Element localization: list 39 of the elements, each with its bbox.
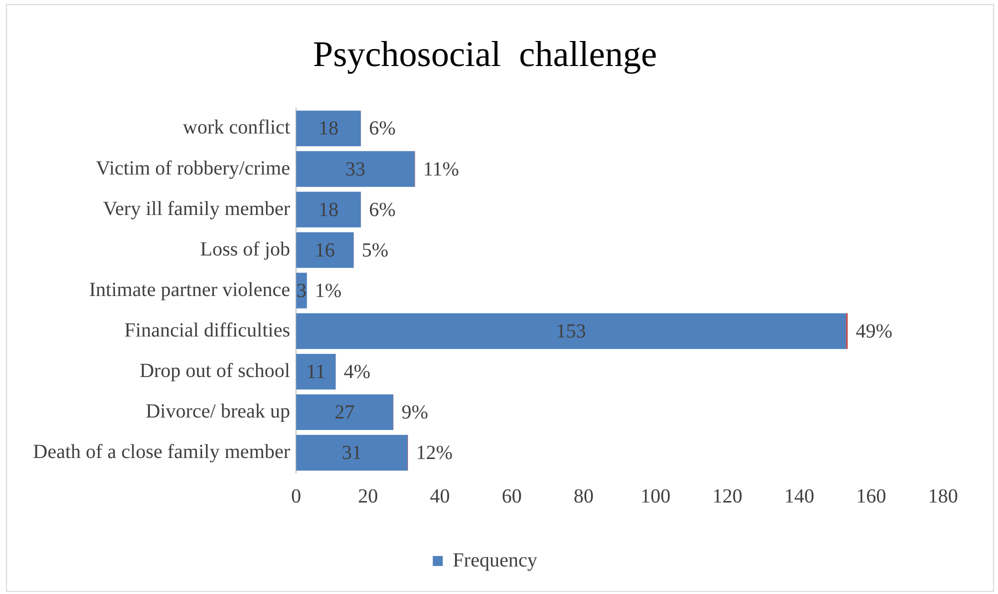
- data-label: 1%: [314, 280, 342, 302]
- chart-title: Psychosocial challenge: [313, 34, 657, 74]
- y-tick-label: work conflict: [182, 116, 291, 139]
- y-tick-label: Victim of robbery/crime: [96, 157, 290, 180]
- data-label: 16: [314, 239, 335, 262]
- data-label: 49%: [856, 320, 892, 342]
- y-tick-label: Divorce/ break up: [146, 400, 290, 422]
- y-tick-label: Loss of job: [200, 238, 290, 260]
- data-label: 6%: [369, 118, 396, 140]
- x-tick-label: 180: [928, 485, 958, 508]
- x-tick-label: 20: [358, 485, 378, 508]
- x-tick-label: 100: [640, 485, 670, 508]
- data-label: 33: [345, 158, 366, 180]
- data-label: 18: [318, 198, 338, 221]
- y-tick-label: Death of a close family member: [32, 440, 290, 463]
- legend-label: Frequency: [452, 549, 538, 572]
- data-label: 5%: [362, 239, 388, 262]
- x-tick-label: 60: [502, 485, 522, 508]
- x-tick-label: 120: [712, 485, 742, 508]
- data-label: 9%: [401, 401, 428, 424]
- x-tick-label: 140: [784, 485, 814, 508]
- data-label: 18: [318, 118, 338, 140]
- x-tick-label: 0: [291, 485, 302, 508]
- y-tick-label: Intimate partner violence: [89, 278, 290, 301]
- x-tick-label: 40: [430, 485, 450, 508]
- data-label: 11%: [423, 158, 460, 180]
- x-tick-label: 80: [574, 485, 594, 508]
- data-label: 12%: [416, 442, 453, 464]
- data-label: 27: [334, 401, 355, 424]
- y-tick-label: Drop out of school: [140, 360, 291, 382]
- data-label: 153: [556, 320, 586, 342]
- data-label: 3: [296, 280, 307, 302]
- y-tick-label: Very ill family member: [102, 198, 290, 220]
- y-tick-label: Financial difficulties: [124, 319, 290, 342]
- x-tick-label: 160: [856, 485, 886, 508]
- data-label: 11: [306, 360, 326, 383]
- data-label: 31: [342, 442, 362, 464]
- data-label: 4%: [344, 360, 370, 383]
- data-label: 6%: [369, 198, 396, 221]
